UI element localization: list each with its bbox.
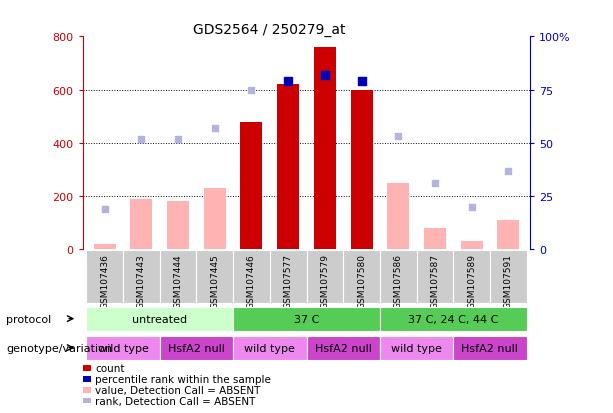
Bar bbox=[497, 221, 519, 250]
Text: percentile rank within the sample: percentile rank within the sample bbox=[95, 374, 271, 384]
Text: GSM107587: GSM107587 bbox=[430, 253, 440, 308]
Text: rank, Detection Call = ABSENT: rank, Detection Call = ABSENT bbox=[95, 396, 256, 406]
Point bbox=[430, 180, 440, 187]
Bar bbox=[160, 251, 196, 304]
Bar bbox=[233, 251, 270, 304]
Point bbox=[357, 78, 367, 85]
Point bbox=[137, 136, 147, 142]
Bar bbox=[270, 251, 306, 304]
Bar bbox=[83, 398, 91, 404]
Bar bbox=[380, 307, 527, 331]
Point bbox=[320, 72, 330, 79]
Text: wild type: wild type bbox=[391, 343, 442, 353]
Bar bbox=[204, 189, 226, 250]
Text: HsfA2 null: HsfA2 null bbox=[314, 343, 371, 353]
Point bbox=[210, 125, 219, 132]
Point bbox=[246, 87, 256, 94]
Bar bbox=[306, 336, 380, 360]
Text: GSM107589: GSM107589 bbox=[467, 253, 476, 308]
Bar bbox=[387, 183, 409, 250]
Text: GSM107445: GSM107445 bbox=[210, 253, 219, 308]
Bar bbox=[314, 48, 336, 250]
Text: GSM107436: GSM107436 bbox=[101, 253, 109, 308]
Bar bbox=[453, 336, 527, 360]
Bar bbox=[123, 251, 160, 304]
Bar bbox=[453, 251, 490, 304]
Bar bbox=[424, 229, 446, 250]
Point bbox=[283, 78, 293, 85]
Bar bbox=[167, 202, 189, 250]
Bar bbox=[233, 307, 380, 331]
Text: HsfA2 null: HsfA2 null bbox=[462, 343, 519, 353]
Bar bbox=[83, 387, 91, 393]
Bar bbox=[83, 376, 91, 382]
Bar bbox=[351, 90, 373, 250]
Text: GSM107586: GSM107586 bbox=[394, 253, 403, 308]
Text: protocol: protocol bbox=[6, 314, 51, 324]
Bar bbox=[417, 251, 453, 304]
Point bbox=[100, 206, 110, 213]
Bar bbox=[380, 336, 453, 360]
Text: GSM107443: GSM107443 bbox=[137, 253, 146, 308]
Bar bbox=[233, 336, 306, 360]
Bar bbox=[94, 244, 116, 250]
Text: GDS2564 / 250279_at: GDS2564 / 250279_at bbox=[194, 23, 346, 37]
Text: GSM107580: GSM107580 bbox=[357, 253, 366, 308]
Bar bbox=[86, 307, 233, 331]
Bar bbox=[460, 242, 482, 250]
Text: wild type: wild type bbox=[97, 343, 148, 353]
Text: HsfA2 null: HsfA2 null bbox=[168, 343, 225, 353]
Text: GSM107591: GSM107591 bbox=[504, 253, 512, 308]
Point bbox=[503, 168, 513, 174]
Text: untreated: untreated bbox=[132, 314, 188, 324]
Text: genotype/variation: genotype/variation bbox=[6, 343, 112, 353]
Text: 37 C: 37 C bbox=[294, 314, 319, 324]
Bar bbox=[380, 251, 417, 304]
Text: 37 C, 24 C, 44 C: 37 C, 24 C, 44 C bbox=[408, 314, 498, 324]
Text: wild type: wild type bbox=[245, 343, 295, 353]
Bar bbox=[86, 336, 160, 360]
Point bbox=[466, 204, 476, 211]
Point bbox=[173, 136, 183, 142]
Bar bbox=[490, 251, 527, 304]
Bar bbox=[196, 251, 233, 304]
Text: GSM107577: GSM107577 bbox=[284, 253, 292, 308]
Bar bbox=[306, 251, 343, 304]
Text: value, Detection Call = ABSENT: value, Detection Call = ABSENT bbox=[95, 385, 261, 395]
Bar bbox=[131, 199, 153, 250]
Bar bbox=[343, 251, 380, 304]
Point bbox=[394, 134, 403, 140]
Bar bbox=[83, 366, 91, 371]
Bar bbox=[277, 85, 299, 250]
Text: GSM107446: GSM107446 bbox=[247, 253, 256, 308]
Bar bbox=[86, 251, 123, 304]
Text: count: count bbox=[95, 363, 124, 373]
Text: GSM107444: GSM107444 bbox=[173, 253, 183, 308]
Text: GSM107579: GSM107579 bbox=[321, 253, 329, 308]
Bar bbox=[160, 336, 233, 360]
Bar bbox=[240, 122, 262, 250]
